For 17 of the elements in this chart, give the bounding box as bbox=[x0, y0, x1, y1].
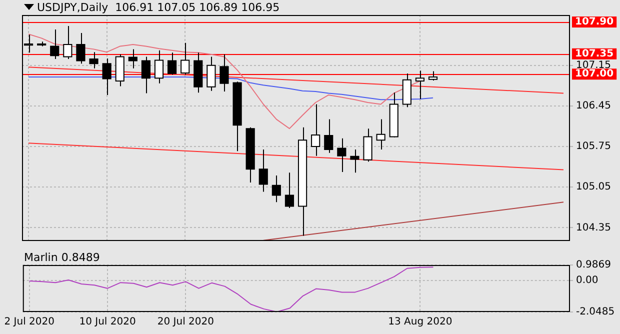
chart-title: USDJPY,Daily 106.91 107.05 106.89 106.95 bbox=[37, 1, 280, 14]
ref-line-label: 107.90 bbox=[575, 16, 614, 28]
x-tick-label: 13 Aug 2020 bbox=[388, 316, 452, 328]
x-tick-label: 10 Jul 2020 bbox=[79, 316, 136, 328]
y-tick-label: 0.9869 bbox=[576, 260, 611, 271]
ref-line-label: 107.35 bbox=[575, 48, 614, 60]
y-tick-label: 0.00 bbox=[576, 274, 598, 286]
y-tick-label: 104.35 bbox=[576, 222, 611, 234]
y-tick-label: 106.45 bbox=[576, 100, 611, 112]
y-tick-label: 105.05 bbox=[576, 182, 611, 193]
candlestick bbox=[363, 128, 372, 162]
x-tick-label: 2 Jul 2020 bbox=[4, 316, 54, 328]
ref-line-label: 107.00 bbox=[575, 68, 614, 80]
y-tick-label: -2.0485 bbox=[576, 306, 615, 318]
x-tick-label: 20 Jul 2020 bbox=[157, 316, 214, 328]
y-tick-label: 105.75 bbox=[576, 141, 611, 152]
chart-title: Marlin 0.8489 bbox=[24, 251, 100, 264]
